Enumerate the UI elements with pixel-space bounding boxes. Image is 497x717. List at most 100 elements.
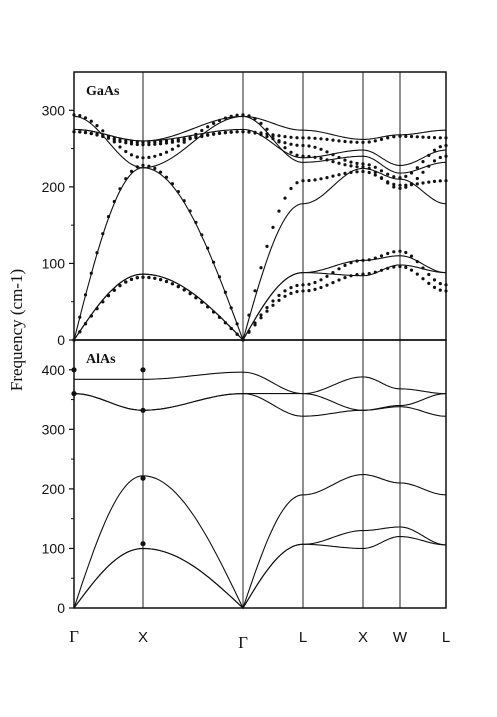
gaas-exp-point [337,278,341,282]
gaas-exp-point [349,164,353,168]
gaas-exp-point [217,315,222,319]
gaas-exp-point [265,132,269,136]
gaas-exp-point [212,121,216,125]
gaas-exp-point [153,142,157,146]
gaas-exp-point [355,161,359,165]
gaas-exp-point [135,155,139,159]
gaas-exp-point [331,160,335,164]
gaas-exp-point [147,143,151,147]
alas-exp-point [140,407,146,413]
gaas-exp-point [325,176,329,180]
gaas-exp-point [325,150,329,154]
gaas-exp-point [259,121,263,125]
gaas-exp-point [421,266,425,270]
gaas-exp-point [283,196,287,200]
gaas-exp-point [277,293,281,297]
gaas-exp-point [307,154,311,159]
gaas-exp-point [235,113,239,117]
gaas-exp-point [379,169,384,173]
gaas-exp-point [124,139,128,143]
gaas-exp-point [295,283,299,288]
gaas-exp-point [277,134,281,138]
gaas-exp-point [355,273,359,277]
gaas-exp-point [89,131,93,135]
gaas-exp-point [325,137,329,141]
kpoint-label-3: L [299,629,307,646]
gaas-exp-point [241,113,245,117]
gaas-exp-point [206,246,210,250]
gaas-exp-point [289,142,293,146]
gaas-exp-point [89,271,93,275]
gaas-exp-point [367,258,371,262]
gaas-exp-point [361,258,365,262]
alas-branch-line [74,371,446,395]
gaas-branch-line [73,264,446,341]
gaas-exp-point [271,225,275,229]
gaas-exp-point [438,145,442,149]
gaas-exp-point [421,160,425,164]
gaas-exp-point [194,220,198,224]
gaas-exp-point [337,267,341,271]
gaas-exp-point [337,155,341,160]
gaas-exp-point [361,140,365,144]
gaas-exp-point [265,306,269,310]
alas-branch-line [73,474,446,610]
gaas-exp-point [259,133,263,137]
kpoint-label-4: X [358,629,368,646]
gaas-exp-point [223,290,227,294]
gaas-exp-point [106,134,111,138]
gaas-exp-point [101,300,105,304]
gaas-exp-point [373,170,377,174]
gaas-exp-point [118,187,122,191]
gaas-exp-point [438,282,442,286]
gaas-exp-point [83,116,88,120]
gaas-exp-point [415,182,419,186]
gaas-exp-point [301,154,305,158]
gaas-exp-point [241,130,245,134]
gaas-exp-point [398,249,402,253]
alas-y-tick-label: 0 [57,600,65,616]
gaas-exp-point [265,309,269,313]
plot-layer [71,113,448,610]
gaas-exp-point [170,282,174,286]
gaas-exp-point [307,282,311,286]
gaas-exp-point [147,275,151,280]
gaas-exp-point [432,278,437,282]
gaas-exp-point [289,286,293,290]
gaas-exp-point [164,150,169,154]
gaas-exp-point [170,182,174,186]
gaas-exp-point [373,256,377,260]
gaas-exp-point [313,155,317,159]
gaas-exp-point [101,232,105,236]
alas-branch-line [73,535,447,609]
gaas-exp-point [404,185,408,189]
gaas-exp-point [379,268,384,272]
gaas-exp-point [367,163,371,167]
gaas-exp-point [313,136,317,140]
gaas-exp-point [313,287,317,291]
gaas-branch-line [73,115,446,142]
gaas-exp-point [101,134,105,138]
gaas-exp-point [194,135,198,139]
gaas-exp-point [373,165,377,169]
gaas-exp-point [159,170,163,174]
gaas-exp-point [392,185,396,189]
gaas-exp-point [89,119,93,123]
gaas-exp-point [135,140,139,144]
gaas-exp-point [223,321,227,325]
kpoint-label-1: X [138,629,148,646]
gaas-exp-point [295,143,299,147]
gaas-exp-point [129,169,134,173]
gaas-exp-point [164,139,169,143]
gaas-exp-point [188,209,192,213]
kpoint-label-0: Γ [69,627,79,646]
gaas-exp-point [398,186,402,190]
gaas-exp-point [78,114,82,118]
kpoint-label-6: L [442,629,450,646]
gaas-exp-point [386,181,390,185]
gaas-exp-point [398,134,402,138]
gaas-exp-point [386,266,390,270]
gaas-exp-point [164,175,169,179]
gaas-exp-point [200,128,204,133]
gaas-exp-point [343,163,347,167]
